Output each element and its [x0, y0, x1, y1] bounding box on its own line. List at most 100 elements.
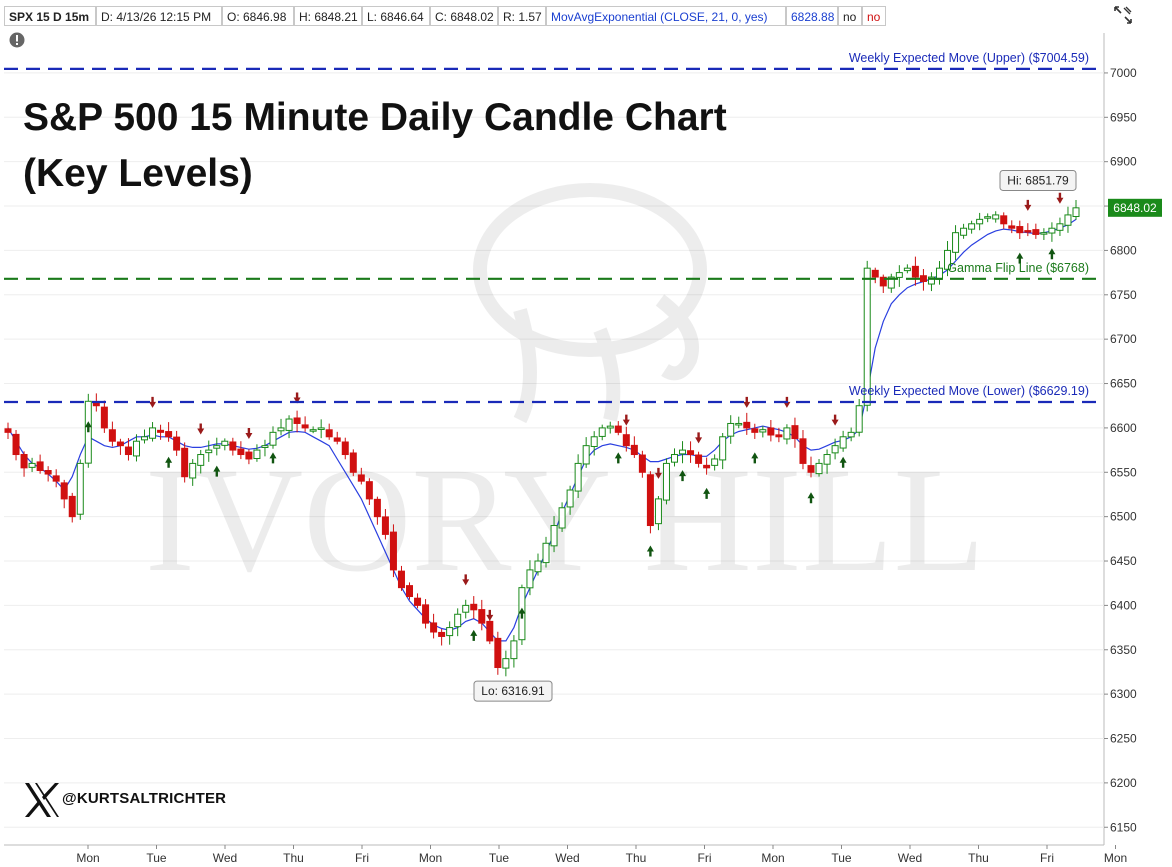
candle-body — [703, 464, 711, 469]
buy-arrow — [751, 452, 759, 464]
buy-arrow — [269, 452, 277, 464]
y-tick-label: 6200 — [1110, 776, 1137, 790]
candle-body — [630, 444, 638, 456]
candle-body — [1048, 227, 1056, 234]
candle-body — [927, 276, 935, 285]
info-icon[interactable] — [9, 32, 25, 48]
candle-body — [108, 429, 116, 442]
candle-body — [124, 446, 132, 456]
candle-body — [743, 421, 751, 429]
y-tick-label: 6900 — [1110, 155, 1137, 169]
study-name[interactable]: MovAvgExponential (CLOSE, 21, 0, yes) — [546, 6, 786, 26]
candle-body — [357, 474, 365, 482]
buy-arrow — [1048, 248, 1056, 260]
price-tags: Hi: 6851.79 Lo: 6316.91 6848.02 — [473, 169, 1162, 702]
buy-arrow — [518, 607, 526, 619]
candle-body — [116, 441, 124, 447]
candle-body — [903, 267, 911, 272]
buy-arrow — [614, 452, 622, 464]
y-tick-label: 6950 — [1110, 110, 1137, 124]
candle-body — [719, 436, 727, 461]
candle-body — [550, 525, 558, 547]
candle-body — [373, 498, 381, 518]
candle-body — [590, 436, 598, 447]
candle-body — [759, 429, 767, 433]
buy-arrow — [839, 456, 847, 468]
candle-body — [807, 465, 815, 473]
symbol-label[interactable]: SPX 15 D 15m — [4, 6, 96, 26]
candle-body — [911, 265, 919, 278]
lo-annotation-text: Lo: 6316.91 — [481, 684, 545, 698]
candle-body — [976, 218, 984, 225]
y-tick-label: 6750 — [1110, 288, 1137, 302]
candle-body — [1016, 226, 1024, 234]
candle-body — [92, 402, 100, 407]
candle-body — [574, 462, 582, 492]
candle-body — [20, 453, 28, 469]
candle-body — [44, 470, 52, 475]
time-axis: Mon Tue Wed Thu Fri Mon Tue Wed Thu Fri Mon Tue Wed T… — [76, 845, 1127, 865]
chart-tools-icon[interactable] — [1112, 4, 1134, 26]
y-tick-label: 6550 — [1110, 465, 1137, 479]
candles — [4, 199, 1080, 677]
candle-body — [534, 560, 542, 573]
candle-body — [381, 516, 389, 535]
title-line-1: S&P 500 15 Minute Daily Candle Chart — [23, 96, 727, 139]
y-tick-label: 6300 — [1110, 687, 1137, 701]
candle-body — [470, 603, 478, 611]
x-tick-label: Mon — [419, 851, 442, 865]
candle-body — [1056, 223, 1064, 231]
candle-body — [799, 438, 807, 464]
candle-body — [454, 613, 462, 628]
candle-body — [189, 462, 197, 479]
candle-body — [919, 275, 927, 282]
candle-body — [887, 276, 895, 289]
candle-body — [984, 216, 992, 219]
candle-body — [76, 462, 84, 515]
candle-body — [269, 431, 277, 446]
high-value: H: 6848.21 — [294, 6, 362, 26]
buy-arrow — [165, 456, 173, 468]
x-tick-label: Mon — [1104, 851, 1127, 865]
candle-body — [36, 461, 44, 472]
y-tick-label: 6600 — [1110, 421, 1137, 435]
candle-body — [197, 454, 205, 466]
candle-body — [229, 441, 237, 451]
candle-body — [100, 406, 108, 429]
x-tick-label: Thu — [626, 851, 647, 865]
range-value: R: 1.57 — [498, 6, 546, 26]
y-tick-label: 6500 — [1110, 510, 1137, 524]
candle-body — [582, 445, 590, 465]
buy-arrow — [84, 421, 92, 433]
x-tick-label: Thu — [968, 851, 989, 865]
study-header: SPX 15 D 15m D: 4/13/26 12:15 PM O: 6846… — [0, 0, 1106, 32]
candle-body — [614, 425, 622, 433]
candle-body — [839, 436, 847, 449]
x-tick-label: Wed — [898, 851, 922, 865]
hi-annotation-box — [999, 169, 1077, 191]
candle-body — [606, 425, 614, 429]
candle-body — [662, 462, 670, 501]
level-label: Weekly Expected Move (Upper) ($7004.59) — [849, 51, 1089, 65]
x-tick-label: Thu — [283, 851, 304, 865]
candle-body — [952, 232, 960, 253]
candle-body — [670, 454, 678, 463]
candle-body — [422, 604, 430, 624]
sell-arrow — [1024, 199, 1032, 211]
candle-body — [52, 475, 60, 482]
x-tick-label: Mon — [761, 851, 784, 865]
candle-body — [333, 437, 341, 442]
sell-arrow — [462, 574, 470, 586]
y-tick-label: 6700 — [1110, 332, 1137, 346]
level-label: Weekly Expected Move (Lower) ($6629.19) — [849, 384, 1089, 398]
y-tick-label: 6250 — [1110, 732, 1137, 746]
last-price-text: 6848.02 — [1113, 201, 1157, 215]
candle-body — [28, 462, 36, 468]
candle-body — [165, 431, 173, 438]
candle-body — [325, 429, 333, 438]
candle-body — [558, 507, 566, 529]
candle-body — [622, 434, 630, 447]
candle-body — [735, 422, 743, 426]
x-tick-label: Fri — [698, 851, 712, 865]
